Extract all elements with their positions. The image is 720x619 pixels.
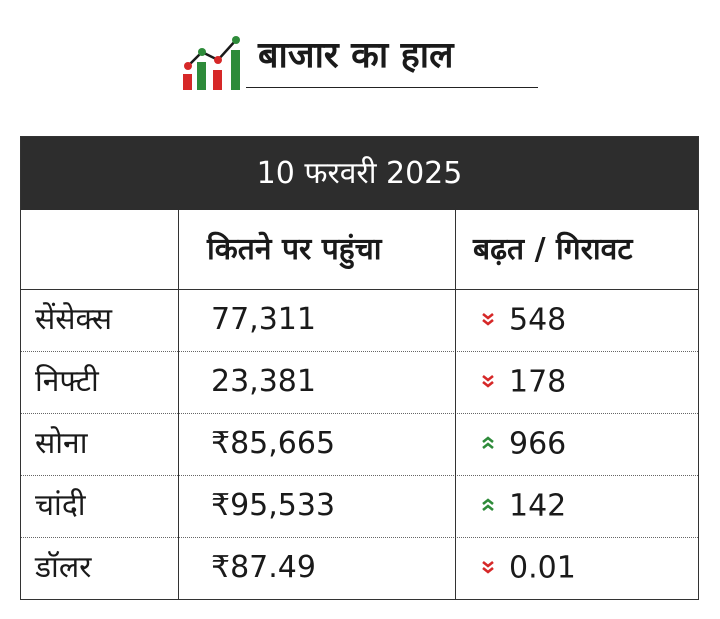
row-change: 178 [481,351,566,413]
row-change: 966 [481,413,566,475]
row-value: 23,381 [211,364,316,399]
chevron-double-up-icon [482,435,494,449]
column-header-row: कितने पर पहुंचा बढ़त / गिरावट [21,210,698,290]
row-value: ₹95,533 [211,488,336,523]
row-change: 142 [481,475,566,537]
row-change: 548 [481,289,566,351]
table-row: सेंसेक्स 77,311 548 [21,289,698,352]
row-change-value: 0.01 [509,550,576,586]
market-table: 10 फरवरी 2025 कितने पर पहुंचा बढ़त / गिर… [20,136,699,600]
row-change: 0.01 [481,537,576,599]
row-change-value: 548 [509,302,567,338]
date-header: 10 फरवरी 2025 [21,137,698,210]
row-name: डॉलर [35,550,92,585]
chevron-double-down-icon [482,560,494,574]
row-name: निफ्टी [35,364,99,399]
row-change-value: 966 [509,426,567,462]
page-title: बाजार का हाल [258,35,454,76]
table-row: निफ्टी 23,381 178 [21,351,698,414]
column-header-value: कितने पर पहुंचा [207,232,382,267]
chevron-double-up-icon [482,497,494,511]
column-divider [178,210,179,599]
row-value: ₹87.49 [211,550,316,585]
row-name: चांदी [35,488,86,523]
row-change-value: 142 [509,488,567,524]
row-name: सोना [35,426,88,461]
row-change-value: 178 [509,364,567,400]
title-underline [246,87,538,88]
chevron-double-down-icon [482,374,494,388]
column-divider [455,210,456,599]
bar-chart-icon [183,36,240,90]
column-header-change: बढ़त / गिरावट [473,232,633,267]
row-name: सेंसेक्स [35,302,113,337]
table-row: चांदी ₹95,533 142 [21,475,698,538]
row-value: ₹85,665 [211,426,336,461]
table-row: सोना ₹85,665 966 [21,413,698,476]
chevron-double-down-icon [482,312,494,326]
row-value: 77,311 [211,302,316,337]
table-row: डॉलर ₹87.49 0.01 [21,537,698,599]
page-header: बाजार का हाल [180,30,540,90]
